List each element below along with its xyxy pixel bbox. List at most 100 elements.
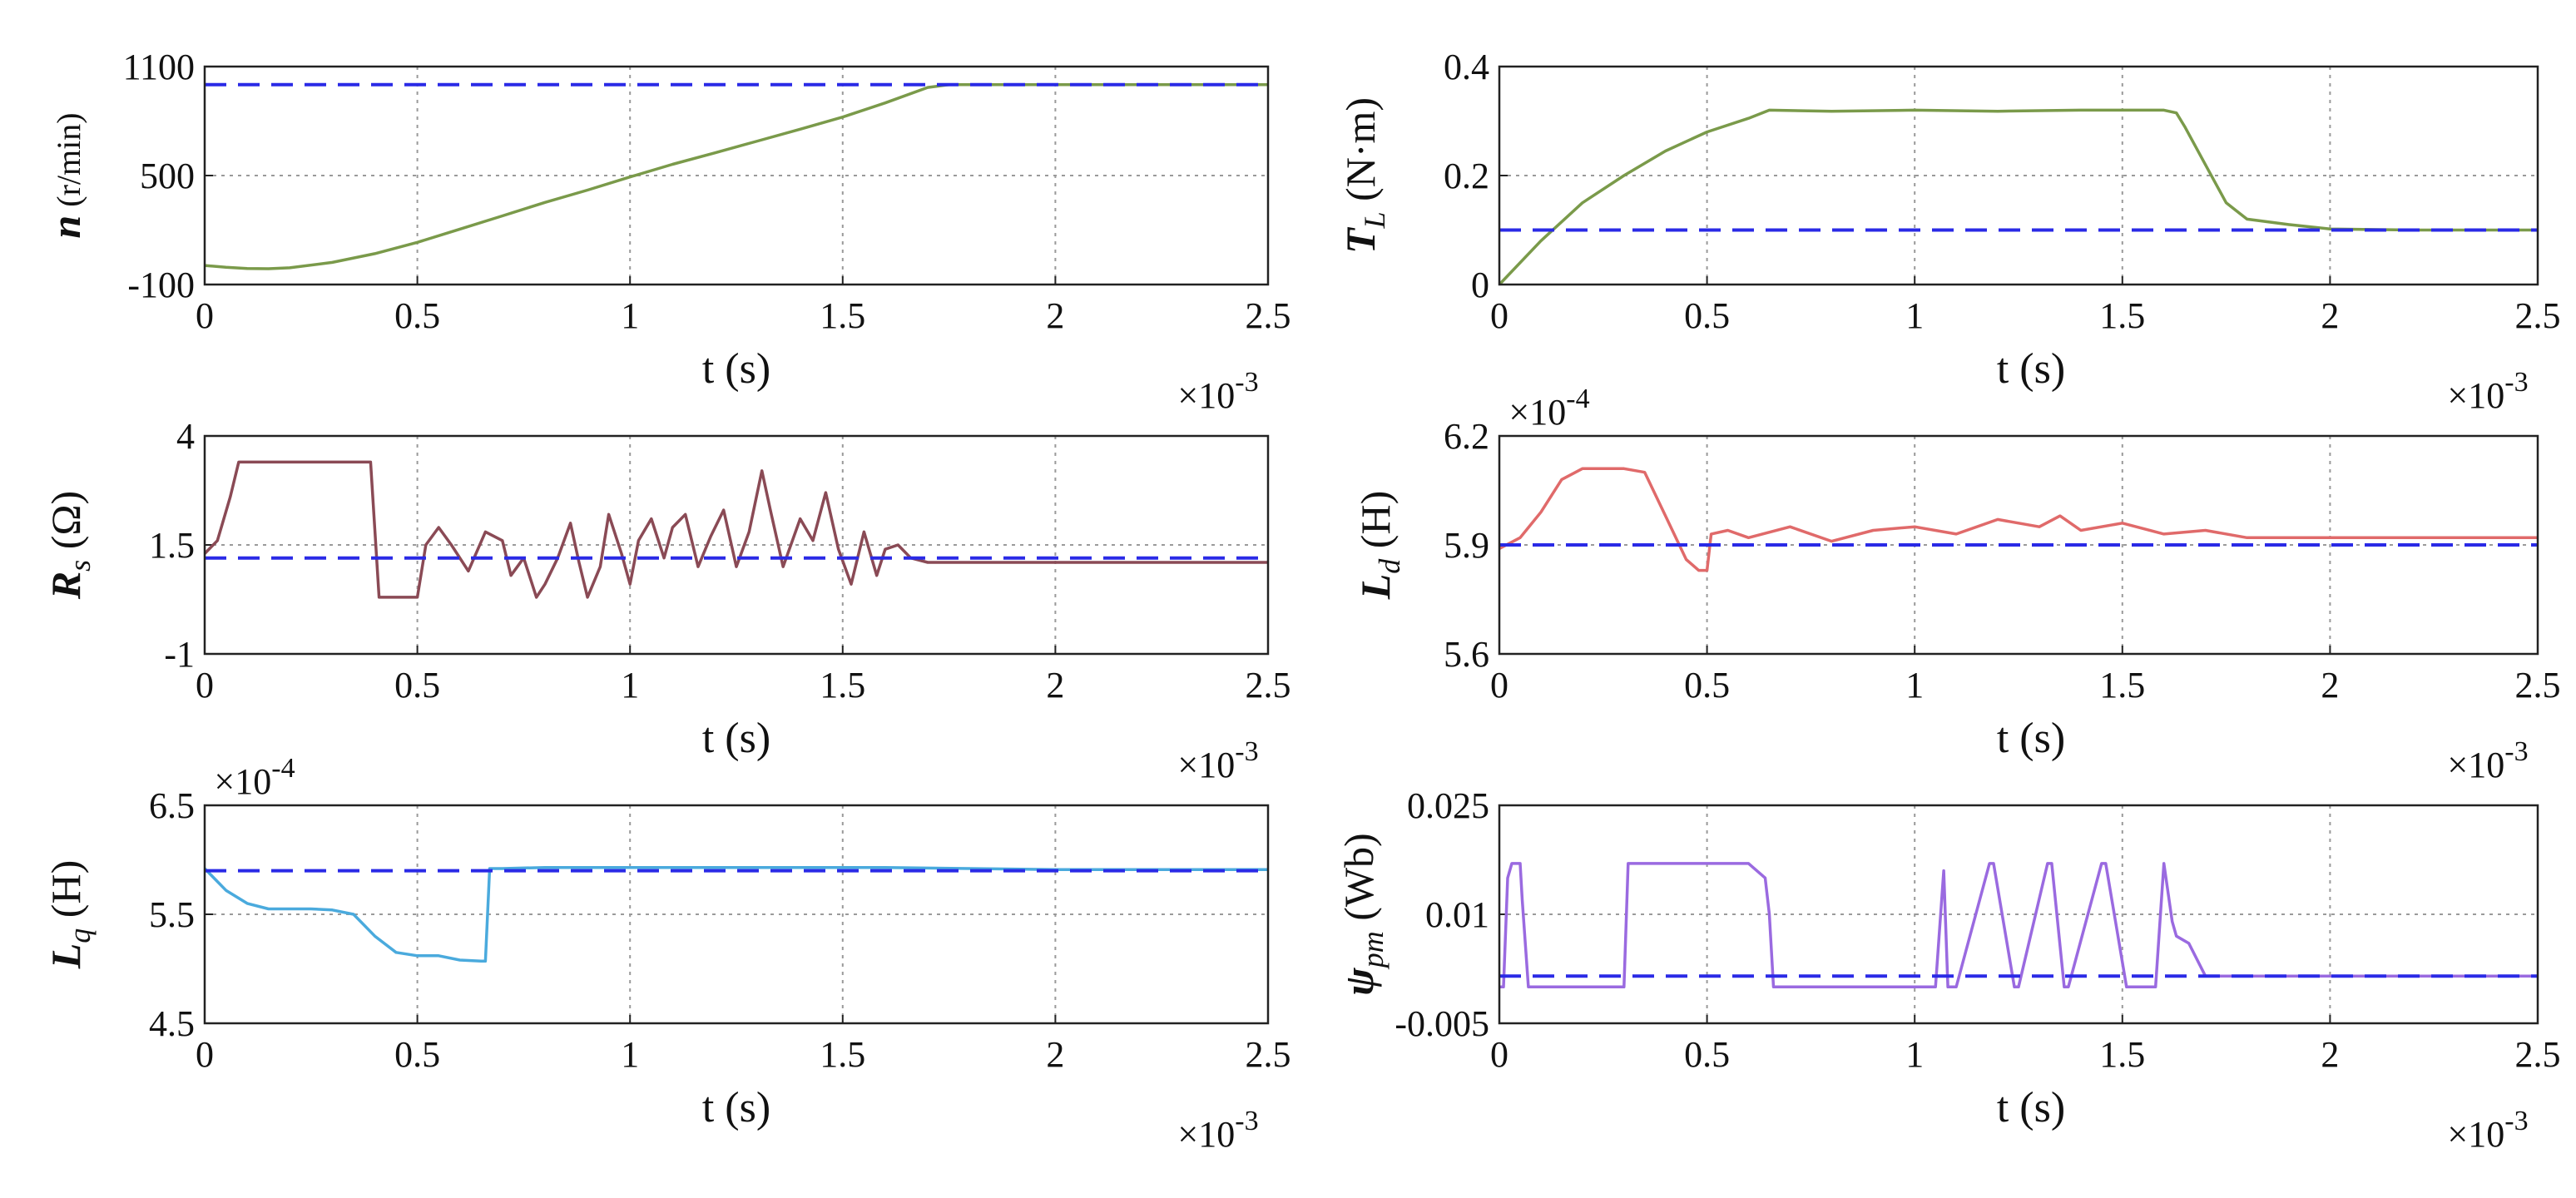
x-tick-label: 0.5 xyxy=(394,1034,440,1075)
x-tick-label: 2.5 xyxy=(2515,665,2561,705)
x-tick-label: 2.5 xyxy=(1246,295,1291,336)
y-axis-label-symbol: ψ xyxy=(1335,968,1382,996)
y-tick-label: 4 xyxy=(176,416,195,457)
plot-frame xyxy=(1498,434,2539,656)
x-tick-label: 2 xyxy=(1046,1034,1064,1075)
series-n-estimated xyxy=(204,83,1268,270)
x-tick-label: 1.5 xyxy=(820,1034,865,1075)
x-tick-label: 1 xyxy=(1905,665,1924,705)
x-tick-label: 2 xyxy=(2321,1034,2339,1075)
x-tick-label: 0 xyxy=(196,665,214,705)
y-axis-label-symbol: T xyxy=(1337,226,1384,254)
x-tick-label: 0 xyxy=(196,295,214,336)
x-tick-label: 2 xyxy=(1046,665,1064,705)
chart-Ld: 0 0.5 1 1.5 2 2.55.65.96.2t (s)×10-3×10-4Ld (… xyxy=(1352,384,2561,785)
x-tick-label: 2.5 xyxy=(1246,665,1291,705)
series-Ld-estimated xyxy=(1499,467,2538,572)
y-tick-label: 0 xyxy=(1471,265,1489,305)
y-tick-label: 4.5 xyxy=(149,1003,195,1044)
x-axis-label: t (s) xyxy=(1997,1084,2065,1131)
chart-psi: 0 0.5 1 1.5 2 2.5 -0.005 0.01 0.025 t (s) ×10-3 ψpm… xyxy=(1335,785,2561,1155)
y-axis-label-symbol: L xyxy=(42,943,89,970)
x-exponent-power: -3 xyxy=(1235,1106,1258,1136)
x-tick-label: 0.5 xyxy=(1684,1034,1730,1075)
x-tick-label: 2.5 xyxy=(2515,1034,2561,1075)
x-tick-label: 1 xyxy=(621,295,639,336)
y-axis-label-subscript: d xyxy=(1373,558,1406,574)
x-tick-label: 0 xyxy=(1490,1034,1508,1075)
plot-frame xyxy=(203,65,1270,286)
x-exponent: ×10-3 xyxy=(1177,1106,1258,1155)
x-tick-label: 1.5 xyxy=(2099,665,2145,705)
x-axis-label: t (s) xyxy=(702,1084,770,1131)
x-exponent: ×10-3 xyxy=(1177,367,1258,416)
x-exponent-base: ×10 xyxy=(1177,745,1235,785)
x-tick-label: 1.5 xyxy=(820,295,865,336)
x-exponent-base: ×10 xyxy=(2447,745,2504,785)
x-tick-label: 0.5 xyxy=(394,295,440,336)
x-exponent: ×10-3 xyxy=(2447,1106,2528,1155)
plot-frame xyxy=(1498,804,2539,1025)
y-axis-label-subscript: L xyxy=(1358,211,1391,229)
series-Rs-estimated xyxy=(203,460,1268,599)
x-exponent-base: ×10 xyxy=(1177,375,1235,416)
y-tick-label: 5.6 xyxy=(1444,634,1489,675)
y-axis-label: TL (N·m) xyxy=(1337,97,1391,254)
chart-n: 0 0.5 1 1.5 2 2.5 -100 500 1100 t (s) ×10-3 n (r/mi… xyxy=(42,47,1291,416)
x-tick-label: 2 xyxy=(1046,295,1064,336)
x-exponent-base: ×10 xyxy=(2447,1114,2504,1155)
y-tick-label: 500 xyxy=(140,156,195,196)
x-exponent: ×10-3 xyxy=(2447,736,2528,785)
y-tick-label: 0.025 xyxy=(1407,785,1489,826)
x-exponent: ×10-3 xyxy=(1177,736,1258,785)
y-axis-label-unit: (H) xyxy=(1352,491,1399,559)
chart-Rs: 0 0.5 1 1.5 2 2.5 -1 1.5 4 t (s) ×10-3 Rs (Ω) xyxy=(42,416,1291,785)
series-TL-estimated xyxy=(1498,108,2538,286)
y-tick-label: 0.4 xyxy=(1444,47,1489,87)
y-axis-label-subscript: q xyxy=(63,928,97,943)
x-exponent-power: -3 xyxy=(2504,367,2528,398)
y-axis-label: n (r/min) xyxy=(42,112,89,238)
x-tick-label: 0 xyxy=(1490,295,1508,336)
x-tick-label: 2.5 xyxy=(2515,295,2561,336)
y-exponent-power: -4 xyxy=(1566,384,1589,414)
y-axis-label-unit: (Ω) xyxy=(42,491,89,560)
y-exponent: ×10-4 xyxy=(1508,384,1589,433)
y-tick-label: 1.5 xyxy=(149,525,195,566)
y-tick-label: 0.01 xyxy=(1425,894,1489,935)
y-tick-label: -0.005 xyxy=(1395,1003,1489,1044)
y-tick-label: 1100 xyxy=(123,47,195,87)
x-exponent-power: -3 xyxy=(1235,367,1258,398)
y-axis-label-subscript: s xyxy=(63,560,97,572)
y-exponent: ×10-4 xyxy=(214,753,295,802)
y-tick-label: 5.5 xyxy=(149,894,195,935)
y-axis-label-symbol: n xyxy=(42,215,89,239)
y-tick-label: 6.5 xyxy=(149,785,195,826)
plot-frame xyxy=(203,804,1270,1025)
x-tick-label: 0.5 xyxy=(1684,295,1730,336)
y-axis-label: ψpm (Wb) xyxy=(1335,833,1390,995)
x-tick-label: 2 xyxy=(2321,665,2339,705)
series-psi-estimated xyxy=(1499,862,2538,989)
series-Lq-estimated xyxy=(203,865,1268,963)
x-tick-label: 1 xyxy=(1905,1034,1924,1075)
y-exponent-base: ×10 xyxy=(214,761,271,802)
y-tick-label: -1 xyxy=(164,634,195,675)
x-axis-label: t (s) xyxy=(1997,715,2065,762)
x-exponent-base: ×10 xyxy=(2447,375,2504,416)
x-tick-label: 2 xyxy=(2321,295,2339,336)
x-exponent-power: -3 xyxy=(1235,736,1258,767)
x-tick-label: 1.5 xyxy=(820,665,865,705)
x-tick-label: 1 xyxy=(1905,295,1924,336)
x-tick-label: 2.5 xyxy=(1246,1034,1291,1075)
y-exponent-base: ×10 xyxy=(1508,392,1566,433)
plot-frame xyxy=(203,434,1270,656)
chart-Lq: 0 0.5 1 1.5 2 2.54.55.56.5t (s)×10-3×10-4Lq (… xyxy=(42,753,1291,1155)
y-axis-label: Lq (H) xyxy=(42,860,97,969)
x-tick-label: 1.5 xyxy=(2099,1034,2145,1075)
plot-frame xyxy=(1498,65,2539,286)
x-tick-label: 0 xyxy=(196,1034,214,1075)
chart-TL: 0 0.5 1 1.5 2 2.5 0 0.2 0.4 t (s) ×10-3 TL (N·m) xyxy=(1337,47,2561,416)
y-axis-label-symbol: R xyxy=(42,572,89,600)
